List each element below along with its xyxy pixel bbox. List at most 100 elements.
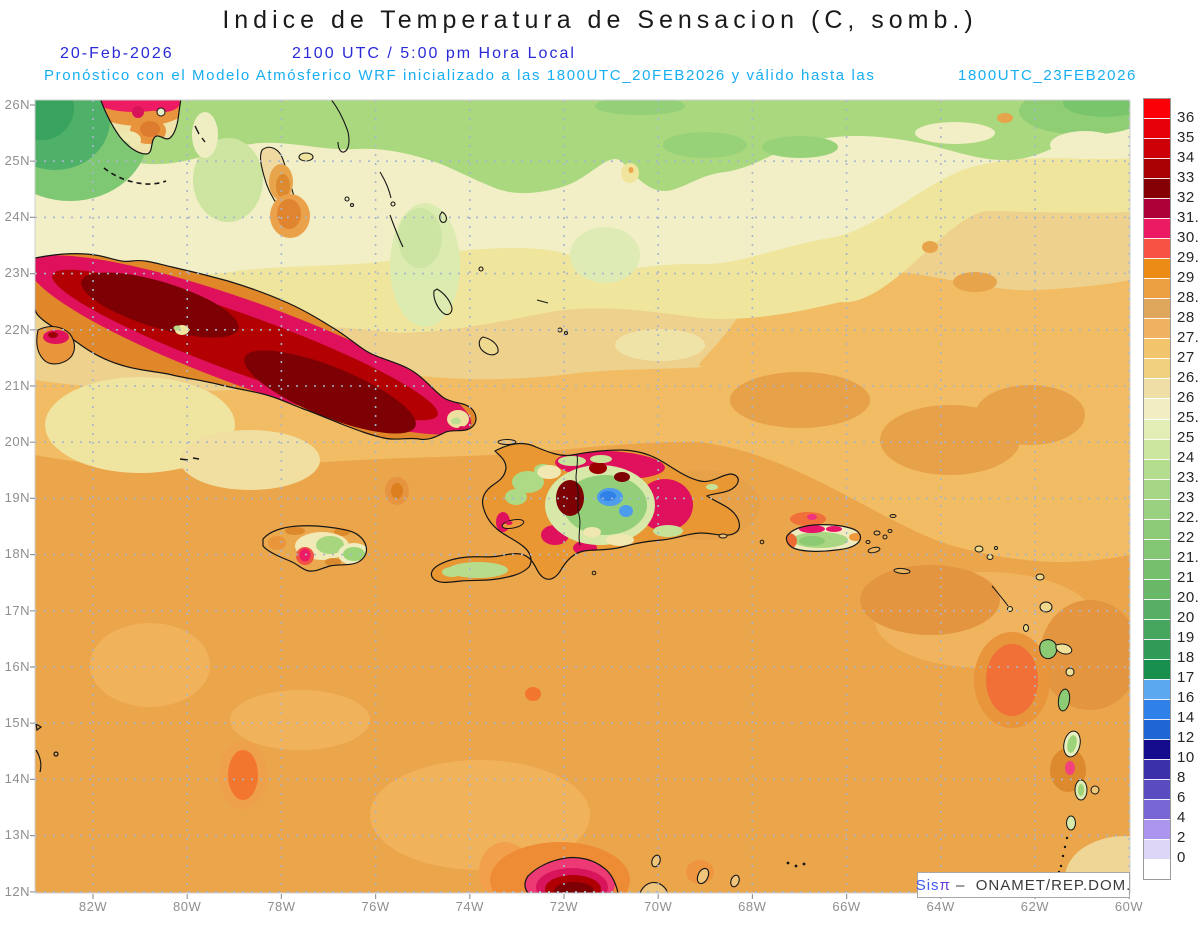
latitude-axis: 26N 25N 24N 23N 22N 21N 20N 19N 18N 17N 16N 15N 14N 1… [0,77,30,920]
latitude-label: 18N [4,546,30,562]
colorbar-value-label: 28.5 [1177,289,1200,306]
colorbar-value-label: 34 [1177,149,1195,166]
colorbar-value-label: 26 [1177,389,1195,406]
latitude-label: 20N [4,434,30,450]
longitude-label: 74W [455,899,484,914]
colorbar-cell [1144,338,1170,359]
colorbar-cell [1144,398,1170,419]
colorbar-value-label: 21 [1177,569,1195,586]
longitude-label: 82W [78,899,108,914]
latitude-label: 14N [4,771,30,787]
forecast-date: 20-Feb-2026 [60,45,174,62]
colorbar-cell [1144,839,1170,860]
colorbar-cell [1144,698,1170,719]
colorbar-value-label: 20.5 [1177,589,1200,606]
forecast-time: 2100 UTC / 5:00 pm Hora Local [292,45,576,62]
map-canvas [35,100,1130,893]
colorbar-value-label: 14 [1177,709,1195,726]
latitude-label: 23N [4,265,30,281]
colorbar-value-label: 29 [1177,269,1195,286]
colorbar-cell [1144,799,1170,820]
tortuga-island [497,439,517,445]
west-edge-islets [35,722,59,773]
florida-keys [103,167,167,185]
colorbar-value-label: 12 [1177,729,1195,746]
colorbar-value-label: 10 [1177,749,1195,766]
latitude-label: 13N [4,827,30,843]
dominica [1057,688,1071,712]
colorbar-cell [1144,578,1170,599]
colorbar-value-label: 21.5 [1177,549,1200,566]
colorbar-cell [1144,759,1170,780]
colorbar-value-label: 22.5 [1177,509,1200,526]
colorbar-labels: 363534333231.530.729.72928.52827.52726.5… [1177,108,1200,868]
colorbar-cell [1144,779,1170,800]
colorbar-value-label: 26.5 [1177,369,1200,386]
longitude-label: 64W [926,899,955,914]
colorbar-cell [1144,298,1170,319]
colorbar-cell [1144,478,1170,499]
colorbar-cell [1144,218,1170,239]
latitude-label: 25N [4,153,30,169]
colorbar-value-label: 8 [1177,769,1186,786]
model-note: Pronóstico con el Modelo Atmósferico WRF… [44,67,876,84]
colorbar-cell [1144,278,1170,299]
valid-until: 1800UTC_23FEB2026 [958,67,1137,84]
colorbar-cell [1144,418,1170,439]
colorbar-cell [1144,638,1170,659]
colorbar-cell [1144,99,1170,119]
colorbar-value-label: 25 [1177,429,1195,446]
longitude-label: 62W [1020,899,1049,914]
longitude-label: 78W [267,899,296,914]
latitude-label: 19N [4,490,30,506]
colorbar-cell [1144,358,1170,379]
colorbar-cell [1144,739,1170,760]
map-frame [34,99,1131,894]
watermark-sis: Sis [915,876,940,894]
longitude-label: 70W [643,899,673,914]
latitude-label: 26N [4,96,30,112]
colorbar-cell [1144,678,1170,699]
colorbar-value-label: 4 [1177,809,1186,826]
bahamas-islands [259,100,569,356]
watermark-pi-icon: π [939,876,951,894]
colorbar-value-label: 36 [1177,109,1195,126]
colorbar-cell [1144,318,1170,339]
colorbar-value-label: 32 [1177,189,1195,206]
colorbar-value-label: 16 [1177,689,1195,706]
colorbar-cell [1144,558,1170,579]
colorbar-cell [1144,158,1170,179]
colorbar-cell [1144,518,1170,539]
colorbar-value-label: 0 [1177,849,1186,866]
longitude-label: 72W [549,899,579,914]
latitude-label: 17N [4,602,30,618]
colorbar-cell [1144,538,1170,559]
colorbar-cell [1144,178,1170,199]
grid-lines [35,100,1130,893]
longitude-label: 76W [361,899,390,914]
colorbar-cell [1144,198,1170,219]
colorbar-value-label: 22 [1177,529,1195,546]
colorbar-cell [1144,498,1170,519]
cayman-islands [179,457,200,461]
longitude-label: 60W [1114,899,1144,914]
longitude-label: 66W [832,899,861,914]
barbados [1090,785,1100,795]
colorbar-cell [1144,258,1170,279]
colorbar-cell [1144,718,1170,739]
colorbar-value-label: 25.5 [1177,409,1200,426]
colorbar-value-label: 30.7 [1177,229,1200,246]
longitude-axis: 82W 80W 78W 76W 74W 72W 70W 68W 66W 64W 62W 60W [46,899,1177,914]
colorbar-cell [1144,859,1170,880]
colorbar-cell [1144,378,1170,399]
watermark-org: ONAMET/REP.DOM. [975,876,1132,894]
watermark-box: Sis π – ONAMET/REP.DOM. [915,872,1132,898]
colorbar-value-label: 17 [1177,669,1195,686]
colorbar-cell [1144,618,1170,639]
latitude-label: 22N [4,321,30,337]
colorbar-value-label: 23 [1177,489,1195,506]
puerto-rico [785,514,911,575]
longitude-label: 68W [738,899,767,914]
colorbar-value-label: 35 [1177,129,1195,146]
